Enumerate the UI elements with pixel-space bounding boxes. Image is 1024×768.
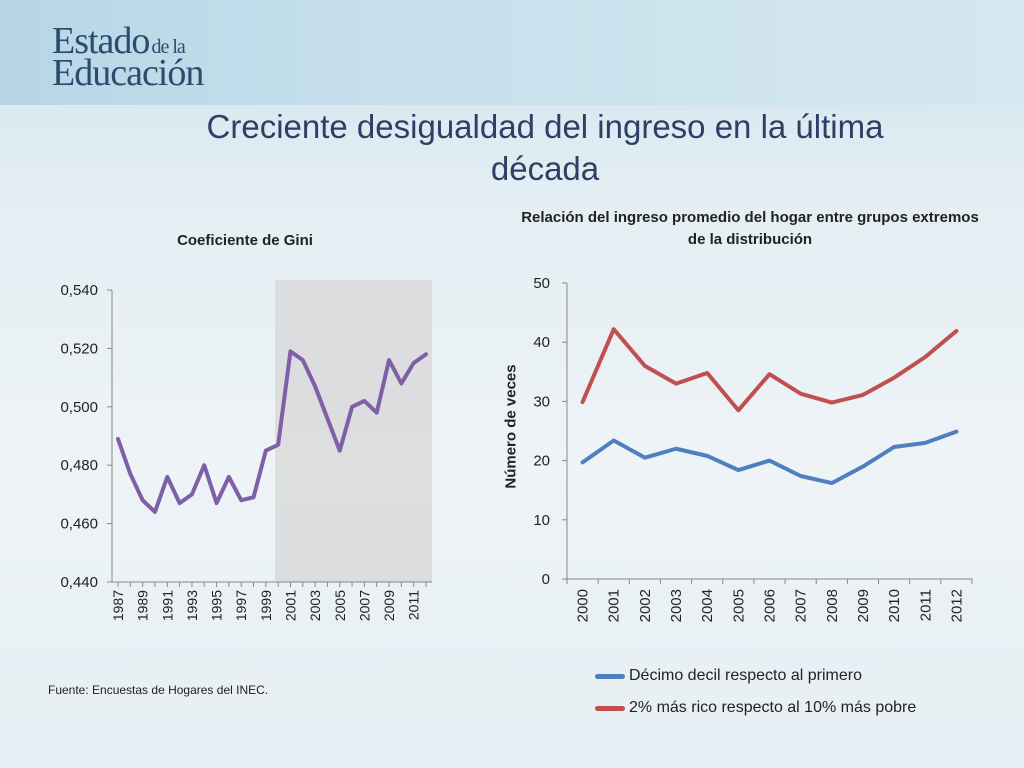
y-tick-label: 0,460 <box>60 516 98 533</box>
x-tick-label: 2000 <box>575 589 592 622</box>
x-tick-label: 2009 <box>381 590 397 621</box>
x-tick-label: 2006 <box>762 589 779 622</box>
x-tick-label: 2010 <box>886 589 903 622</box>
y-tick-label: 30 <box>533 393 550 410</box>
logo-line1: Estado <box>52 20 150 62</box>
y-tick-label: 20 <box>533 453 550 470</box>
ratio-chart: 0 10 20 30 40 50 2000 2001 2002 2003 2004 2005 2006 2… <box>533 275 973 622</box>
logo: Estado de la Educación <box>52 20 204 94</box>
y-tick-label: 0,540 <box>60 282 98 299</box>
x-tick-label: 2007 <box>356 590 372 621</box>
x-tick-label: 2011 <box>917 589 934 621</box>
gini-series-line <box>116 349 428 514</box>
y-tick-label: 0 <box>542 571 550 588</box>
x-tick-label: 1997 <box>233 590 249 621</box>
x-tick-label: 2011 <box>406 590 422 620</box>
chart1-title: Coeficiente de Gini <box>177 232 313 249</box>
x-tick-label: 2009 <box>855 589 872 622</box>
x-tick-label: 2007 <box>793 589 810 622</box>
x-tick-label: 1987 <box>110 590 126 621</box>
x-tick-label: 2001 <box>282 590 298 621</box>
x-tick-label: 1995 <box>209 590 225 621</box>
legend-swatch-rico <box>595 705 625 711</box>
logo-line1-small: de la <box>151 36 185 58</box>
page-title: Creciente desigualdad del ingreso en la … <box>206 108 884 187</box>
chart2-title: Relación del ingreso promedio del hogar … <box>521 209 979 248</box>
y-tick-label: 40 <box>533 334 550 351</box>
legend-item-decil: Décimo decil respecto al primero <box>595 660 916 692</box>
decil-series-line <box>580 429 959 486</box>
header-band <box>0 0 1024 105</box>
legend-swatch-decil <box>595 673 625 679</box>
y-tick-label: 50 <box>533 275 550 292</box>
x-tick-label: 2012 <box>948 589 965 622</box>
y-tick-label: 0,500 <box>60 399 98 416</box>
x-tick-label: 2005 <box>730 589 747 622</box>
x-tick-label: 2008 <box>824 589 841 622</box>
rico-series-line <box>580 327 959 413</box>
legend-item-rico: 2% más rico respecto al 10% más pobre <box>595 692 916 724</box>
legend-label-rico: 2% más rico respecto al 10% más pobre <box>629 699 917 716</box>
chart2-legend: Décimo decil respecto al primero 2% más … <box>595 660 916 724</box>
y-tick-label: 0,480 <box>60 457 98 474</box>
x-tick-label: 1999 <box>258 590 274 621</box>
y-tick-label: 10 <box>533 512 550 529</box>
x-tick-label: 2003 <box>307 590 323 621</box>
x-tick-label: 2002 <box>637 589 654 622</box>
gini-chart: 0,440 0,460 0,480 0,500 0,520 0,540 1987 1989 19… <box>60 280 432 621</box>
y-tick-label: 0,440 <box>60 574 98 591</box>
legend-label-decil: Décimo decil respecto al primero <box>629 667 862 684</box>
x-tick-label: 1993 <box>184 590 200 621</box>
x-tick-label: 1991 <box>159 590 175 621</box>
y-tick-label: 0,520 <box>60 340 98 357</box>
x-tick-label: 2001 <box>606 589 623 622</box>
x-tick-label: 2004 <box>699 589 716 622</box>
logo-line2: Educación <box>52 52 204 94</box>
shaded-period <box>275 280 432 582</box>
x-tick-label: 1989 <box>135 590 151 621</box>
x-tick-label: 2003 <box>668 589 685 622</box>
chart2-ylabel: Número de veces <box>502 364 520 489</box>
source-note: Fuente: Encuestas de Hogares del INEC. <box>48 683 269 697</box>
x-tick-label: 2005 <box>332 590 348 621</box>
